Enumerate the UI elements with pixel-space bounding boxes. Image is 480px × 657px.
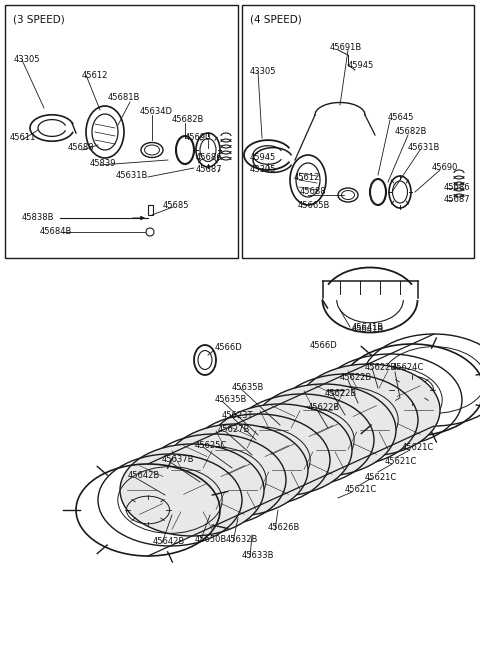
Bar bbox=[5, 5, 238, 258]
Text: 45682B: 45682B bbox=[172, 116, 204, 124]
Text: 45688: 45688 bbox=[300, 187, 326, 196]
Text: 45635B: 45635B bbox=[215, 396, 247, 405]
Text: 45621C: 45621C bbox=[345, 486, 377, 495]
Text: 45682B: 45682B bbox=[395, 127, 427, 137]
Text: 45621C: 45621C bbox=[402, 443, 434, 453]
Text: 45626B: 45626B bbox=[268, 524, 300, 533]
Text: 45945: 45945 bbox=[348, 60, 374, 70]
Text: 45684B: 45684B bbox=[40, 227, 72, 237]
Text: 45635B: 45635B bbox=[232, 384, 264, 392]
Text: 4566D: 4566D bbox=[310, 340, 338, 350]
Text: 45622B: 45622B bbox=[340, 373, 372, 382]
Text: 45627B: 45627B bbox=[218, 426, 251, 434]
Text: 45642B: 45642B bbox=[128, 472, 160, 480]
Text: 45641B: 45641B bbox=[352, 325, 384, 334]
Text: (3 SPEED): (3 SPEED) bbox=[13, 14, 65, 24]
Text: 45686: 45686 bbox=[196, 154, 223, 162]
Text: 45839: 45839 bbox=[90, 158, 117, 168]
Text: 45633B: 45633B bbox=[242, 551, 275, 560]
Text: 45690: 45690 bbox=[432, 164, 458, 173]
Text: 45623T: 45623T bbox=[222, 411, 253, 420]
Ellipse shape bbox=[252, 384, 396, 476]
Text: 45625C: 45625C bbox=[195, 440, 227, 449]
Text: 45621C: 45621C bbox=[385, 457, 417, 466]
Text: 45622B: 45622B bbox=[325, 388, 357, 397]
Text: 45687: 45687 bbox=[196, 166, 223, 175]
Text: 45621C: 45621C bbox=[365, 472, 397, 482]
Text: 45838B: 45838B bbox=[22, 214, 55, 223]
Ellipse shape bbox=[296, 364, 440, 456]
Text: (4 SPEED): (4 SPEED) bbox=[250, 14, 302, 24]
Text: 43305: 43305 bbox=[14, 55, 40, 64]
Text: 45650B: 45650B bbox=[195, 535, 227, 545]
Text: 43305: 43305 bbox=[250, 68, 276, 76]
Ellipse shape bbox=[120, 444, 264, 536]
Text: 45687: 45687 bbox=[444, 196, 470, 204]
Text: 45612: 45612 bbox=[294, 173, 320, 183]
Text: 45665B: 45665B bbox=[298, 202, 330, 210]
Text: 45688: 45688 bbox=[68, 143, 95, 152]
Text: 45642B: 45642B bbox=[153, 537, 185, 547]
Text: 45632B: 45632B bbox=[226, 535, 258, 545]
Text: 45622B: 45622B bbox=[365, 363, 397, 373]
Text: 45645: 45645 bbox=[388, 114, 414, 122]
Text: 45634D: 45634D bbox=[140, 108, 173, 116]
Text: 45624C: 45624C bbox=[392, 363, 424, 373]
Text: 45945: 45945 bbox=[250, 154, 276, 162]
Text: 45691B: 45691B bbox=[330, 43, 362, 53]
Ellipse shape bbox=[208, 404, 352, 496]
Text: 45637B: 45637B bbox=[162, 455, 194, 464]
Text: 45622B: 45622B bbox=[308, 403, 340, 413]
Text: 45612: 45612 bbox=[82, 70, 108, 79]
Bar bbox=[148, 205, 153, 215]
Text: 45690: 45690 bbox=[185, 133, 211, 141]
Text: 45681B: 45681B bbox=[108, 93, 140, 102]
Text: 43305: 43305 bbox=[250, 166, 276, 175]
Ellipse shape bbox=[164, 424, 308, 516]
Text: 45631B: 45631B bbox=[408, 143, 440, 152]
Text: 45686: 45686 bbox=[444, 183, 470, 193]
Bar bbox=[242, 5, 474, 258]
Text: 45685: 45685 bbox=[163, 202, 190, 210]
Text: 4566D: 4566D bbox=[215, 344, 243, 353]
Text: 45611: 45611 bbox=[10, 133, 36, 143]
Text: 45641B: 45641B bbox=[352, 323, 384, 332]
Text: 45631B: 45631B bbox=[116, 171, 148, 179]
